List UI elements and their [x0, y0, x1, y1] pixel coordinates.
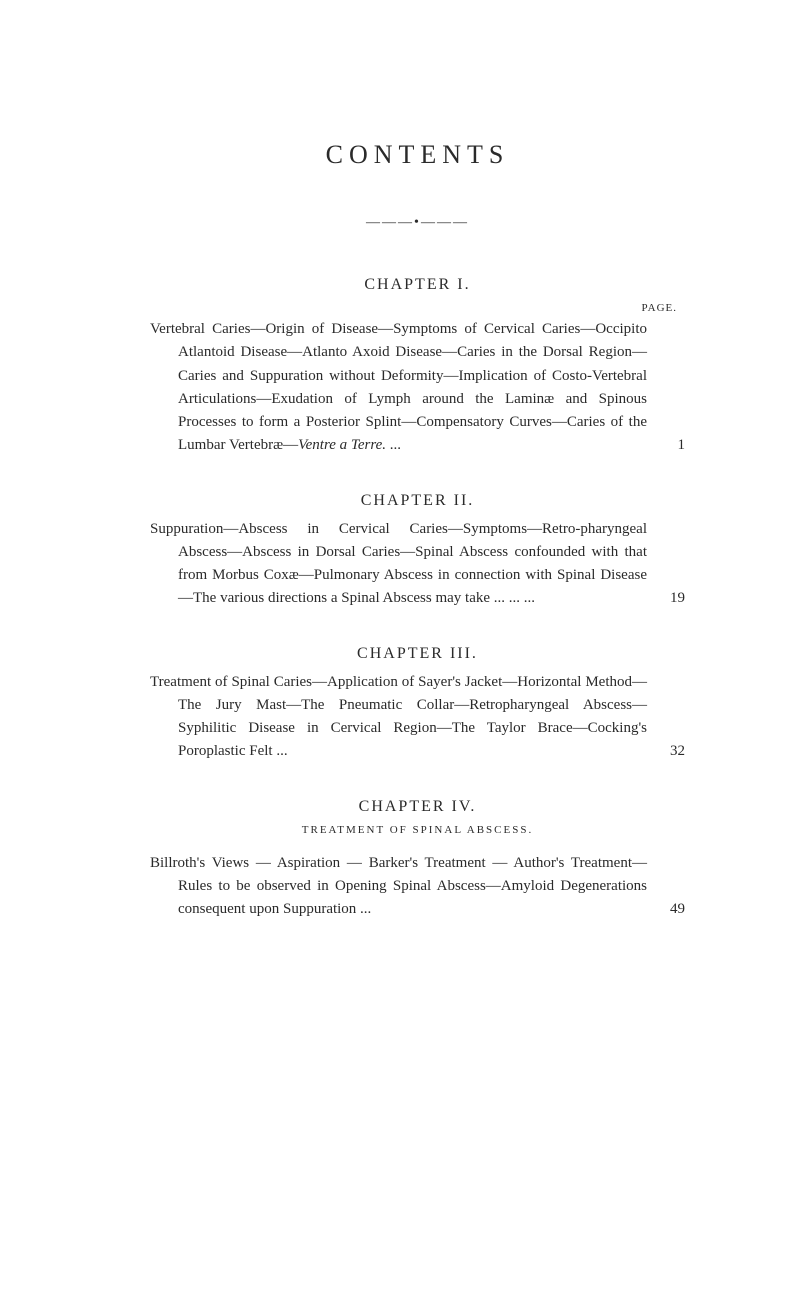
chapter-1-italic: Ventre a Terre.: [298, 437, 386, 453]
contents-title: CONTENTS: [150, 140, 685, 170]
chapter-2-heading: CHAPTER II.: [150, 492, 685, 510]
chapter-2-block: CHAPTER II. Suppuration—Abscess in Cervi…: [150, 492, 685, 611]
page-label: PAGE.: [150, 302, 685, 314]
chapter-1-text: Vertebral Caries—Origin of Disease—Sympt…: [150, 318, 685, 458]
chapter-1-block: CHAPTER I. PAGE. Vertebral Caries—Origin…: [150, 276, 685, 458]
chapter-3-page: 32: [670, 740, 685, 763]
chapter-4-subheading: TREATMENT OF SPINAL ABSCESS.: [150, 824, 685, 836]
chapter-1-heading: CHAPTER I.: [150, 276, 685, 294]
chapter-2-text-prefix: Suppuration—Abscess in Cervical Caries—S…: [150, 521, 647, 607]
chapter-2-entry: Suppuration—Abscess in Cervical Caries—S…: [150, 518, 685, 611]
chapter-1-text-prefix: Vertebral Caries—Origin of Disease—Sympt…: [150, 321, 647, 453]
chapter-1-page: 1: [678, 434, 686, 457]
chapter-3-heading: CHAPTER III.: [150, 645, 685, 663]
chapter-1-text-suffix: ...: [386, 437, 401, 453]
chapter-3-block: CHAPTER III. Treatment of Spinal Caries—…: [150, 645, 685, 764]
chapter-4-page: 49: [670, 898, 685, 921]
chapter-4-heading: CHAPTER IV.: [150, 798, 685, 816]
chapter-4-text-prefix: Billroth's Views — Aspiration — Barker's…: [150, 855, 647, 918]
chapter-2-text: Suppuration—Abscess in Cervical Caries—S…: [150, 518, 685, 611]
divider-ornament: ———•———: [150, 215, 685, 231]
chapter-3-text-prefix: Treatment of Spinal Caries—Application o…: [150, 674, 647, 760]
chapter-1-entry: Vertebral Caries—Origin of Disease—Sympt…: [150, 318, 685, 458]
chapter-2-page: 19: [670, 587, 685, 610]
chapter-3-entry: Treatment of Spinal Caries—Application o…: [150, 671, 685, 764]
chapter-3-text: Treatment of Spinal Caries—Application o…: [150, 671, 685, 764]
chapter-4-entry: Billroth's Views — Aspiration — Barker's…: [150, 852, 685, 922]
chapter-4-text: Billroth's Views — Aspiration — Barker's…: [150, 852, 685, 922]
chapter-4-block: CHAPTER IV. TREATMENT OF SPINAL ABSCESS.…: [150, 798, 685, 922]
